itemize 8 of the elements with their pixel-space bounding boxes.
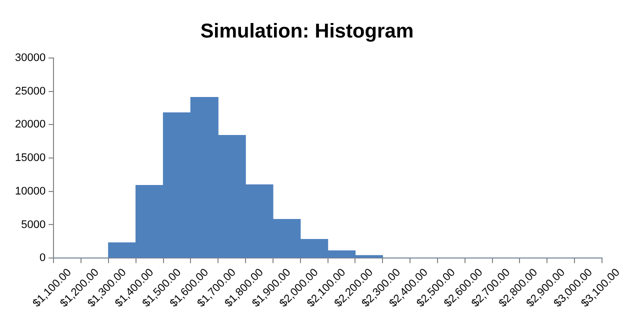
chart-title: Simulation: Histogram bbox=[200, 20, 414, 43]
y-tick-label: 20000 bbox=[14, 118, 46, 131]
y-tick-label: 5000 bbox=[21, 218, 46, 231]
y-tick-label: 10000 bbox=[14, 185, 46, 198]
y-tick-label: 25000 bbox=[14, 85, 46, 98]
y-tick-label: 30000 bbox=[14, 52, 46, 64]
y-tick-label: 0 bbox=[39, 252, 46, 264]
y-tick-label: 15000 bbox=[14, 152, 46, 164]
